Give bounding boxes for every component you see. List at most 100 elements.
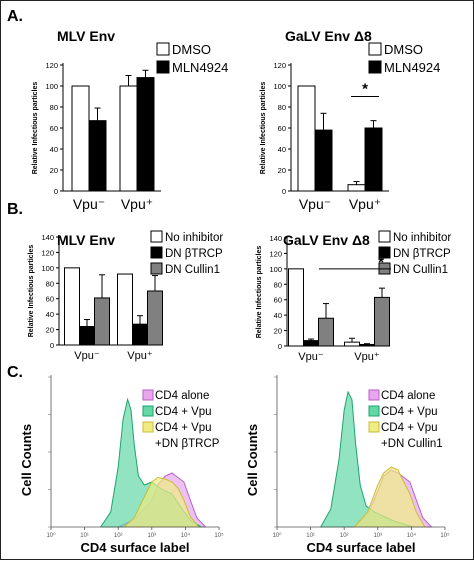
x-tick-label: 10⁰ xyxy=(46,532,56,539)
y-tick-label: 80 xyxy=(50,103,58,112)
y-tick-label: 80 xyxy=(274,280,282,289)
legend-swatch xyxy=(368,60,382,74)
x-axis-label: CD4 surface label xyxy=(306,540,415,555)
panel-label-a: A. xyxy=(7,8,23,25)
bar xyxy=(147,290,163,346)
y-axis-label: Cell Counts xyxy=(245,424,260,496)
legend-swatch xyxy=(156,42,170,56)
y-tick-label: 0 xyxy=(282,187,286,196)
legend-swatch xyxy=(156,60,170,74)
x-tick-label: 10⁵ xyxy=(214,532,224,539)
y-tick-label: 80 xyxy=(46,279,54,288)
x-tick-label: 10⁵ xyxy=(440,532,450,539)
category-label: Vpu⁻ xyxy=(73,196,105,212)
legend-swatch xyxy=(378,230,391,243)
chart-b-mlv: MLV Env 0 20 40 60 80 100 120 140 Relative Infect… xyxy=(28,230,223,362)
legend-label: +DN βTRCP xyxy=(155,438,220,450)
histogram-area xyxy=(353,466,426,528)
x-tick-label: 10¹ xyxy=(306,533,315,539)
bar xyxy=(318,317,334,347)
bar xyxy=(303,340,319,347)
legend-label: No inhibitor xyxy=(165,232,223,244)
legend-swatch xyxy=(368,42,382,56)
y-tick-label: 0 xyxy=(54,187,58,196)
y-axis-label: Relative Infectious particles xyxy=(32,82,39,175)
chart-c-cullin1: Cell Counts 10⁰ 10¹ 10² 10³ 10⁴ 10⁵ CD4 surface… xyxy=(245,375,450,555)
chart-title: MLV Env xyxy=(57,28,115,44)
y-tick-label: 20 xyxy=(46,326,54,335)
y-tick-label: 60 xyxy=(46,295,54,304)
legend-label: CD4 alone xyxy=(155,390,209,402)
y-tick-label: 0 xyxy=(50,341,54,350)
chart-a-galv: GaLV Env Δ8 0 20 40 60 80 100 120 Relative Infec… xyxy=(260,28,440,212)
y-tick-label: 40 xyxy=(274,311,282,320)
legend-label: DN βTRCP xyxy=(165,248,223,260)
y-tick-label: 100 xyxy=(41,264,54,273)
legend-label: CD4 + Vpu xyxy=(381,406,438,418)
category-label: Vpu⁺ xyxy=(127,350,153,362)
y-tick-label: 0 xyxy=(278,342,282,351)
legend-swatch xyxy=(142,389,154,401)
category-label: Vpu⁺ xyxy=(349,196,381,212)
legend-swatch xyxy=(142,421,154,433)
panel-label-b: B. xyxy=(7,201,23,218)
panel-label-c: C. xyxy=(7,364,23,381)
x-tick-label: 10² xyxy=(340,533,349,539)
chart-a-mlv: MLV Env 0 20 40 60 80 100 120 Relative Infectiou… xyxy=(32,28,228,212)
bar xyxy=(94,297,110,346)
y-axis-label: Relative Infectious particles xyxy=(28,245,35,338)
chart-b-galv: GaLV Env Δ8 0 20 40 60 80 100 120 140 Relative In… xyxy=(256,230,451,363)
legend-swatch xyxy=(368,421,380,433)
y-tick-label: 140 xyxy=(41,233,54,242)
bar xyxy=(79,325,95,346)
legend-label: MLN4924 xyxy=(172,60,228,75)
y-tick-label: 20 xyxy=(274,327,282,336)
category-label: Vpu⁻ xyxy=(298,351,324,363)
legend-label: CD4 + Vpu xyxy=(155,406,212,418)
y-tick-label: 40 xyxy=(50,145,58,154)
bar xyxy=(132,323,148,346)
y-tick-label: 20 xyxy=(50,166,58,175)
bar xyxy=(364,127,383,192)
category-label: Vpu⁺ xyxy=(121,196,153,212)
y-axis-label: Relative Infectious particles xyxy=(260,82,267,175)
x-tick-label: 10⁴ xyxy=(181,532,191,539)
legend-swatch xyxy=(378,246,391,259)
y-tick-label: 60 xyxy=(50,124,58,133)
y-tick-label: 80 xyxy=(278,103,286,112)
x-tick-label: 10³ xyxy=(373,533,382,539)
chart-title: GaLV Env Δ8 xyxy=(283,232,370,248)
legend-label: DMSO xyxy=(384,42,423,57)
y-tick-label: 140 xyxy=(269,234,282,243)
x-axis-label: CD4 surface label xyxy=(80,540,189,555)
y-tick-label: 120 xyxy=(45,61,58,70)
bar xyxy=(117,273,133,346)
x-tick-label: 10⁰ xyxy=(272,532,282,539)
y-tick-label: 120 xyxy=(273,61,286,70)
legend-swatch xyxy=(150,262,163,275)
category-label: Vpu⁻ xyxy=(74,350,100,362)
bar xyxy=(119,85,138,192)
bar xyxy=(288,268,304,347)
legend-label: DN Cullin1 xyxy=(393,264,448,276)
legend-label: CD4 + Vpu xyxy=(381,422,438,434)
bar xyxy=(374,296,390,347)
y-tick-label: 20 xyxy=(278,166,286,175)
legend-label: DMSO xyxy=(172,42,211,57)
y-tick-label: 40 xyxy=(46,310,54,319)
histogram-area xyxy=(122,476,200,528)
legend-label: MLN4924 xyxy=(384,60,440,75)
bar xyxy=(314,129,333,192)
legend-label: CD4 + Vpu xyxy=(155,422,212,434)
y-tick-label: 40 xyxy=(278,145,286,154)
x-tick-label: 10⁴ xyxy=(407,532,417,539)
legend-swatch xyxy=(368,405,380,417)
y-axis-label: Cell Counts xyxy=(19,424,34,496)
legend-label: +DN Cullin1 xyxy=(381,438,443,450)
bar xyxy=(347,184,366,192)
legend-swatch xyxy=(150,230,163,243)
y-tick-label: 100 xyxy=(273,82,286,91)
y-tick-label: 100 xyxy=(269,265,282,274)
chart-c-btrcp: Cell Counts 10⁰ 10¹ 10² 10³ 10⁴ 10⁵ CD4 surface… xyxy=(19,375,224,555)
bar xyxy=(297,85,316,192)
